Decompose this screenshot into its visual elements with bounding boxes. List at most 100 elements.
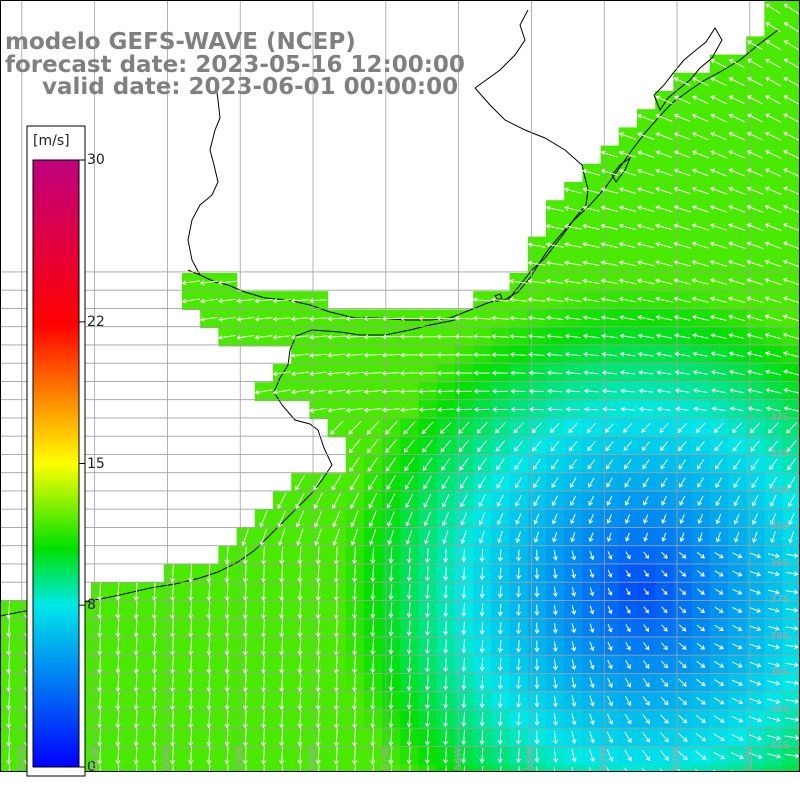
wind-arrow (767, 625, 781, 632)
wind-arrow (788, 530, 795, 544)
wind-arrow (750, 589, 762, 595)
wind-arrow (660, 678, 669, 688)
wind-arrow (785, 571, 799, 577)
longitude-label: 62W (15, 747, 27, 770)
wind-arrow (440, 439, 452, 453)
wind-arrow (783, 22, 800, 33)
wind-arrow (297, 582, 303, 602)
wind-arrow (695, 769, 700, 772)
wind-arrow (618, 260, 637, 267)
wind-arrow (765, 369, 782, 376)
wind-arrow (279, 637, 285, 656)
wind-arrow (766, 753, 782, 759)
wind-arrow (692, 388, 708, 394)
wind-arrow (642, 714, 650, 725)
wind-arrow (642, 459, 650, 470)
wind-arrow (710, 168, 728, 177)
wind-arrow (728, 351, 745, 358)
wind-arrow (242, 546, 248, 565)
wind-arrow (729, 388, 745, 394)
wind-arrow (764, 204, 782, 214)
wind-arrow (624, 713, 632, 725)
wind-arrow (272, 298, 291, 304)
wind-arrow (679, 495, 686, 506)
wind-arrow (333, 637, 339, 656)
wind-arrow (713, 751, 726, 760)
wind-arrow (206, 692, 212, 711)
wind-arrow (589, 749, 595, 763)
wind-arrow (500, 766, 502, 772)
wind-arrow (728, 314, 746, 322)
wind-arrow (713, 733, 725, 741)
wind-arrow (115, 673, 121, 693)
wind-arrow (515, 494, 522, 507)
wind-arrow (352, 546, 358, 565)
wind-arrow (660, 732, 669, 743)
latitude-label: 40S (770, 703, 790, 715)
wind-arrow (710, 77, 727, 87)
wind-arrow (618, 278, 637, 285)
wind-arrow (655, 113, 673, 122)
wind-arrow (710, 113, 727, 123)
wind-arrow (638, 388, 653, 394)
wind-speed-cell (600, 764, 620, 772)
latitude-label: 35S (770, 521, 790, 533)
wind-speed-cell (673, 764, 693, 772)
wind-arrow (564, 351, 581, 357)
wind-arrow (661, 588, 668, 595)
wind-arrow (461, 729, 467, 746)
wind-arrow (381, 315, 400, 322)
wind-arrow (746, 369, 763, 376)
wind-arrow (133, 746, 139, 765)
wind-arrow (509, 333, 527, 339)
wind-arrow (660, 660, 669, 669)
wind-arrow (710, 186, 728, 195)
wind-arrow (443, 729, 449, 746)
wind-arrow (461, 693, 467, 709)
wind-arrow (133, 655, 139, 674)
wind-arrow (443, 711, 449, 728)
wind-arrow (624, 731, 632, 743)
wind-arrow (606, 749, 614, 762)
wind-arrow (691, 259, 710, 267)
wind-arrow (479, 711, 485, 727)
wind-arrow (386, 475, 396, 491)
wind-arrow (715, 532, 721, 543)
wind-arrow (659, 750, 670, 761)
wind-arrow (242, 637, 248, 656)
longitude-label: 55W (525, 747, 537, 770)
colorbar-ticks (79, 159, 85, 768)
wind-arrow (641, 422, 651, 433)
wind-arrow (455, 407, 472, 413)
wind-arrow (386, 457, 397, 472)
wind-arrow (534, 622, 540, 635)
wind-arrow (715, 513, 722, 525)
wind-arrow (388, 583, 394, 601)
wind-arrow (696, 570, 705, 577)
wind-speed-cell (564, 764, 583, 772)
wind-arrow (783, 150, 800, 159)
wind-arrow (569, 459, 578, 470)
wind-arrow (673, 223, 691, 231)
wind-arrow (571, 641, 577, 652)
wind-arrow (655, 132, 673, 141)
wind-arrow (442, 512, 450, 526)
wind-arrow (224, 710, 230, 729)
wind-arrow (601, 351, 618, 357)
wind-arrow (206, 673, 212, 693)
coastal-islet (494, 293, 503, 301)
wind-arrow (696, 606, 706, 613)
wind-arrow (188, 710, 194, 729)
wind-arrow (151, 710, 157, 729)
wind-arrow (656, 388, 672, 394)
wind-arrow (418, 352, 437, 358)
wind-arrow (477, 440, 488, 453)
wind-arrow (764, 296, 782, 304)
wind-arrow (333, 546, 339, 565)
wind-arrow (441, 457, 451, 471)
wind-arrow (784, 735, 800, 741)
wind-arrow (679, 570, 687, 577)
wind-arrow (332, 510, 341, 528)
wind-arrow (545, 223, 564, 230)
wind-arrow (345, 334, 364, 340)
